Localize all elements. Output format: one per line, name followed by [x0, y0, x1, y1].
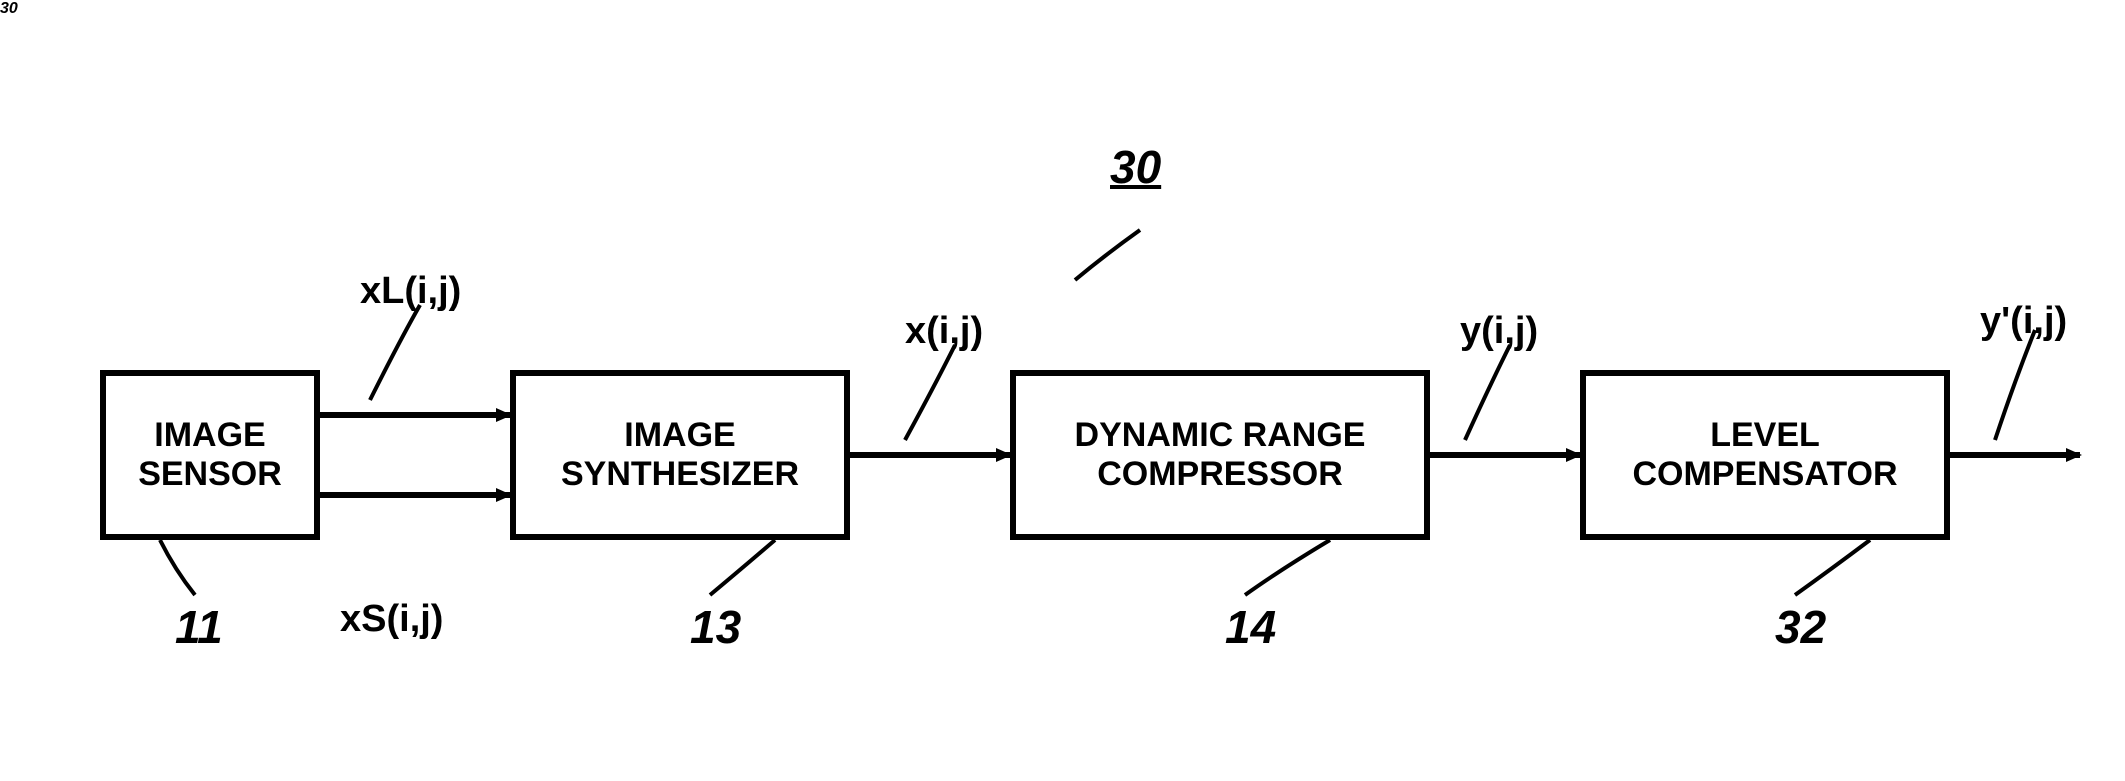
block-dynamic-range-compressor: DYNAMIC RANGE COMPRESSOR	[1010, 370, 1430, 540]
diagram-canvas: 30 IMAGE SENSOR 11 IMAGE SYNTHESIZER 13 …	[0, 0, 2125, 781]
block-label: IMAGE SENSOR	[138, 416, 282, 494]
signal-xL: xL(i,j)	[360, 270, 461, 313]
signal-xS: xS(i,j)	[340, 598, 443, 641]
ref-image-sensor: 11	[175, 600, 223, 654]
ref-image-synthesizer: 13	[690, 600, 741, 654]
ref-drc: 14	[1225, 600, 1276, 654]
block-label: IMAGE SYNTHESIZER	[561, 416, 799, 494]
block-image-synthesizer: IMAGE SYNTHESIZER	[510, 370, 850, 540]
block-label: LEVEL COMPENSATOR	[1632, 416, 1897, 494]
signal-y: y(i,j)	[1460, 310, 1538, 353]
main-ref: 30	[1110, 140, 1161, 194]
ref-level-comp: 32	[1775, 600, 1826, 654]
block-level-compensator: LEVEL COMPENSATOR	[1580, 370, 1950, 540]
block-image-sensor: IMAGE SENSOR	[100, 370, 320, 540]
main-ref-number: 30	[0, 0, 18, 18]
signal-x: x(i,j)	[905, 310, 983, 353]
block-label: DYNAMIC RANGE COMPRESSOR	[1075, 416, 1366, 494]
signal-yprime: y'(i,j)	[1980, 300, 2067, 343]
